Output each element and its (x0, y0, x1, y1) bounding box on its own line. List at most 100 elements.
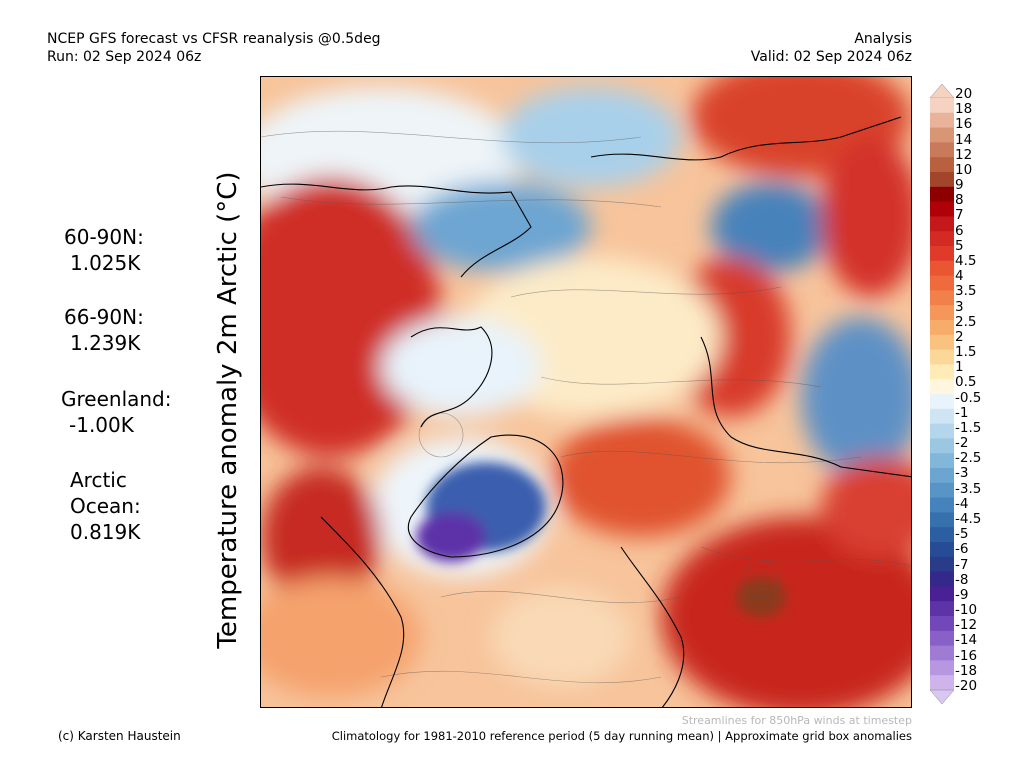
stat-value: -1.00K (69, 413, 134, 437)
colorbar-swatch (930, 482, 954, 499)
colorbar-swatch (930, 364, 954, 380)
colorbar-tick-label: 2 (955, 328, 964, 345)
colorbar-tick-label: -9 (955, 586, 969, 603)
anomaly-region-warm (821, 457, 911, 557)
colorbar-swatch (930, 216, 954, 232)
stat-label: 66-90N: (64, 305, 144, 329)
colorbar-swatch (930, 438, 954, 454)
colorbar-tick-label: -1 (955, 404, 969, 421)
stat-label: Ocean: (70, 494, 141, 518)
colorbar-tick-label: -16 (955, 647, 978, 664)
title-left: NCEP GFS forecast vs CFSR reanalysis @0.… (47, 30, 381, 66)
coastline-alaska (261, 183, 532, 278)
colorbar-tick-label: 6 (955, 222, 964, 239)
colorbar-tick-label: -5 (955, 526, 969, 543)
colorbar-swatch (930, 556, 954, 573)
streamline (440, 590, 682, 604)
colorbar-tick-label: 16 (955, 116, 973, 133)
colorbar-tick-label: 1 (955, 359, 964, 376)
anomaly-region-cool (501, 87, 681, 187)
colorbar-swatch (930, 246, 954, 262)
colorbar-tick-label: -2 (955, 435, 969, 452)
colorbar-top-arrow (930, 84, 954, 99)
anomaly-region-neutral (381, 317, 541, 417)
colorbar-swatch (930, 660, 954, 676)
anomaly-region-neutral (491, 587, 631, 687)
colorbar-swatch (930, 98, 954, 114)
coastlines (261, 116, 911, 707)
stat-label: 60-90N: (64, 225, 144, 249)
colorbar-swatch (930, 349, 954, 365)
anomaly-region-warm (821, 137, 911, 297)
streamline (700, 546, 911, 567)
colorbar-tick-label: 8 (955, 192, 964, 209)
colorbar-tick-label: 10 (955, 161, 973, 178)
streamlines (261, 130, 911, 684)
stat-label: Greenland: (61, 387, 172, 411)
colorbar-tick-label: -1.5 (955, 419, 982, 436)
run-time: Run: 02 Sep 2024 06z (47, 49, 202, 65)
colorbar-tick-label: -2.5 (955, 450, 982, 467)
colorbar-swatch (930, 408, 954, 425)
valid-time: Valid: 02 Sep 2024 06z (750, 49, 912, 65)
colorbar-tick-label: -20 (955, 678, 978, 694)
colorbar-swatch (930, 142, 954, 158)
analysis-label: Analysis (854, 31, 912, 47)
colorbar-tick-label: 18 (955, 101, 973, 118)
colorbar-tick-label: 4 (955, 268, 964, 285)
anomaly-map-svg (261, 77, 911, 707)
vertical-title: Temperature anomaly 2m Arctic (°C) (213, 171, 243, 649)
colorbar-swatch (930, 172, 954, 188)
climatology-note: Climatology for 1981-2010 reference peri… (331, 729, 912, 743)
colorbar-swatch (930, 157, 954, 173)
coastline-siberia-east (590, 116, 902, 161)
coastline-siberia (700, 336, 911, 478)
anomaly-region-cold (801, 317, 911, 477)
colorbar-swatch (930, 231, 954, 247)
colorbar-swatch (930, 305, 954, 321)
colorbar-swatch (930, 112, 954, 129)
greenland-cold-core (416, 512, 486, 562)
colorbar-tick-label: 12 (955, 146, 973, 163)
colorbar-tick-label: -10 (955, 602, 978, 619)
coastline-canada (410, 326, 493, 428)
colorbar-tick-label: 7 (955, 207, 964, 224)
colorbar-swatch (930, 186, 954, 203)
colorbar-swatch (930, 394, 954, 410)
colorbar-swatch (930, 127, 954, 143)
streamline-vortex (418, 412, 464, 458)
credit: (c) Karsten Haustein (58, 729, 181, 743)
colorbar-swatch (930, 645, 954, 661)
coastline-labrador (320, 516, 405, 707)
colorbar-tick-label: -8 (955, 571, 969, 588)
colorbar-tick-label: -4.5 (955, 511, 982, 528)
streamline (380, 670, 662, 684)
colorbar-swatch (930, 260, 954, 277)
anomaly-region-cool (411, 182, 591, 272)
streamline (560, 450, 862, 464)
anomaly-region-warm (661, 517, 911, 707)
streamline (280, 196, 662, 208)
colorbar-swatch (930, 630, 954, 647)
colorbar-swatch (930, 320, 954, 336)
colorbar-tick-label: -14 (955, 632, 978, 649)
colorbar-tick-label: -0.5 (955, 389, 982, 406)
colorbar-swatch (930, 334, 954, 351)
stat-value: 1.239K (70, 331, 141, 355)
stat-value: 1.025K (70, 251, 141, 275)
streamline (540, 376, 822, 388)
stat-arctic-ocean: Arctic Ocean: 0.819K (70, 467, 141, 545)
coastline-scandinavia (620, 546, 685, 707)
colorbar-swatch (930, 512, 954, 528)
coastline-greenland (408, 434, 564, 558)
colorbar-tick-label: -18 (955, 662, 978, 679)
colorbar-swatch (930, 379, 954, 395)
anomaly-region-cold (711, 182, 831, 272)
colorbar-tick-label: 3 (955, 298, 964, 315)
colorbar-tick-label: -3.5 (955, 480, 982, 497)
colorbar-tick-label: -12 (955, 617, 978, 634)
colorbar-tick-label: 5 (955, 237, 964, 254)
streamline (510, 286, 782, 298)
stat-value: 0.819K (70, 520, 141, 544)
colorbar-tick-label: 3.5 (955, 283, 977, 300)
